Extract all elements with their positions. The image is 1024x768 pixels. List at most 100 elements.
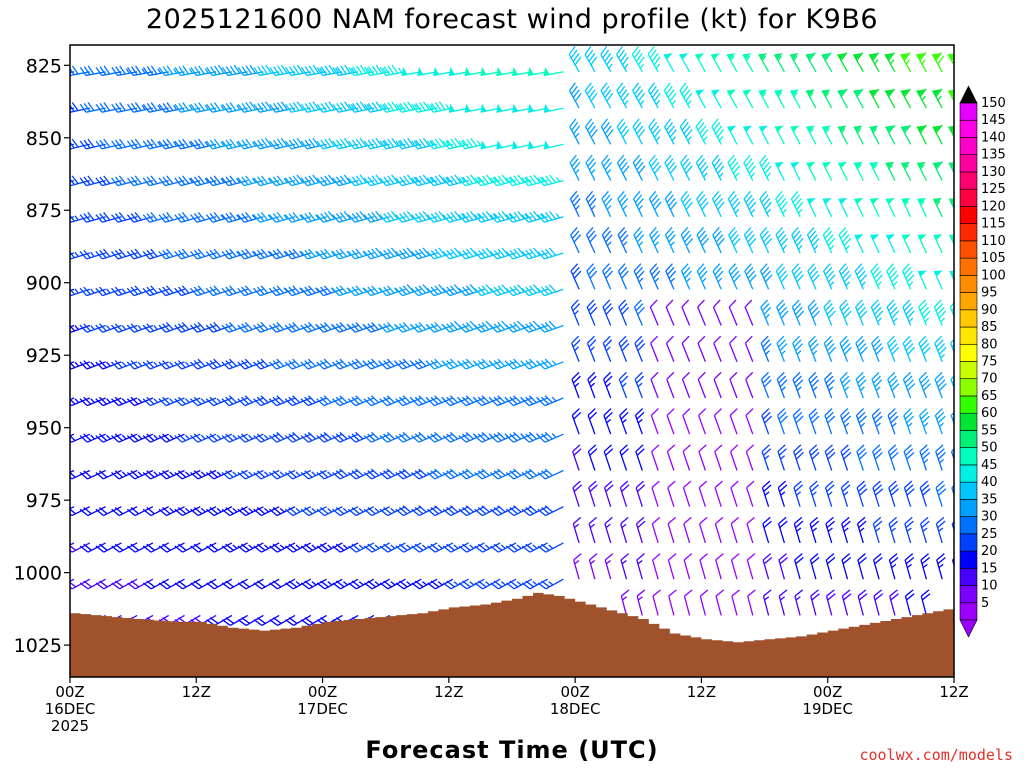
wind-barb — [347, 395, 375, 407]
barb-full — [328, 101, 336, 111]
colorbar-label: 20 — [981, 544, 998, 559]
barb-full — [636, 448, 645, 456]
barb-full — [320, 543, 329, 551]
barb-full — [347, 251, 356, 260]
barb-full — [146, 396, 155, 405]
wind-barb — [537, 505, 564, 517]
wind-barb — [142, 433, 169, 443]
wind-barb — [603, 408, 613, 435]
barb-full — [375, 64, 383, 74]
barb-half — [90, 325, 95, 330]
barb-full — [351, 213, 359, 222]
barb-full — [272, 360, 281, 368]
barb-full — [260, 285, 269, 294]
wind-barb — [269, 137, 296, 150]
wind-barb — [667, 480, 676, 507]
wind-barb — [347, 431, 375, 443]
barb-full — [493, 470, 502, 478]
barb-full — [474, 471, 483, 480]
x-tick-label: 00Z — [55, 683, 84, 701]
barb-full — [359, 101, 367, 111]
barb-full — [590, 129, 598, 138]
barb-full — [213, 212, 221, 221]
barb-full — [115, 139, 123, 149]
barb-full — [205, 140, 213, 150]
wind-barb — [474, 174, 501, 187]
wind-barb — [205, 433, 233, 443]
wind-barb — [601, 227, 613, 254]
barb-full — [669, 92, 677, 102]
barb-full — [604, 125, 612, 135]
barb-full — [395, 251, 403, 260]
barb-full — [359, 64, 367, 74]
barb-full — [379, 435, 388, 443]
colorbar-swatch — [959, 119, 978, 138]
barb-half — [315, 214, 320, 220]
barb-half — [248, 544, 254, 549]
barb-half — [169, 398, 174, 404]
colorbar-swatch — [959, 447, 978, 466]
barb-staff — [668, 595, 675, 616]
barb-full — [225, 396, 234, 405]
wind-barb — [411, 431, 438, 443]
barb-half — [327, 471, 332, 477]
wind-barb — [411, 247, 438, 260]
barb-full — [99, 213, 107, 222]
barb-full — [427, 582, 436, 590]
barb-full — [343, 210, 351, 220]
wind-barb — [70, 397, 75, 407]
barb-flag — [543, 67, 550, 76]
barb-full — [221, 508, 231, 517]
barb-full — [272, 617, 282, 624]
wind-barb — [205, 396, 233, 407]
barb-full — [517, 247, 525, 256]
wind-barb — [395, 137, 422, 150]
barb-full — [276, 395, 285, 404]
barb-full — [616, 46, 623, 55]
barb-full — [604, 161, 613, 171]
barb-full — [241, 506, 250, 515]
barb-flag — [496, 103, 503, 113]
wind-barb — [649, 263, 661, 290]
barb-half — [429, 176, 434, 182]
barb-full — [442, 251, 450, 260]
barb-full — [335, 176, 344, 185]
barb-full — [430, 360, 439, 368]
barb-full — [606, 129, 614, 138]
barb-full — [363, 398, 372, 407]
barb-full — [296, 64, 304, 74]
barb-half — [621, 382, 627, 388]
barb-half — [251, 250, 257, 256]
barb-full — [79, 66, 87, 76]
barb-full — [162, 139, 170, 149]
barb-full — [261, 102, 268, 111]
wind-barb — [190, 358, 217, 370]
barb-full — [650, 371, 659, 380]
wind-barb — [537, 468, 564, 480]
barb-full — [532, 247, 541, 256]
barb-half — [437, 581, 443, 586]
barb-full — [209, 286, 218, 295]
barb-staff — [649, 306, 659, 326]
barb-full — [190, 251, 198, 260]
barb-full — [379, 251, 387, 260]
wind-barb — [253, 469, 280, 480]
barb-full — [529, 248, 537, 257]
barb-full — [343, 101, 351, 111]
barb-full — [651, 53, 659, 62]
wind-barb — [174, 175, 201, 187]
barb-half — [184, 398, 190, 404]
wind-barb — [680, 227, 694, 254]
barb-full — [126, 398, 135, 407]
wind-barb — [427, 578, 454, 590]
barb-full — [367, 249, 375, 259]
barb-full — [474, 361, 482, 370]
wind-barb — [300, 542, 327, 553]
barb-full — [288, 433, 297, 442]
barb-full — [383, 286, 391, 295]
wind-barb — [527, 140, 548, 150]
barb-full — [307, 431, 317, 440]
barb-full — [477, 543, 487, 551]
barb-full — [276, 102, 284, 111]
wind-barb — [127, 542, 154, 553]
